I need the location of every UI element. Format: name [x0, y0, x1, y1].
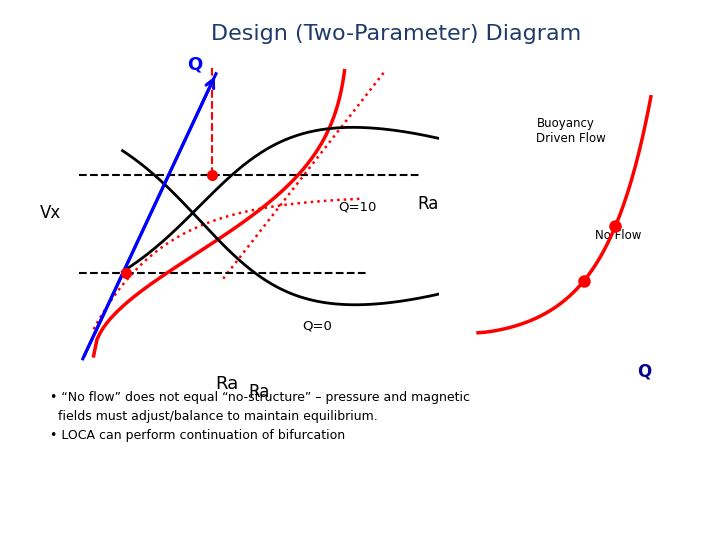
Text: No Flow: No Flow: [595, 230, 641, 242]
Text: • “No flow” does not equal “no-structure” – pressure and magnetic: • “No flow” does not equal “no-structure…: [50, 392, 470, 404]
Text: Q: Q: [186, 56, 202, 74]
Text: Vx: Vx: [40, 204, 61, 222]
Text: Design (Two-Parameter) Diagram: Design (Two-Parameter) Diagram: [211, 24, 581, 44]
Text: Ra: Ra: [215, 375, 238, 393]
Text: fields must adjust/balance to maintain equilibrium.: fields must adjust/balance to maintain e…: [50, 410, 378, 423]
Text: Ra: Ra: [418, 194, 439, 213]
Text: Buoyancy
Driven Flow: Buoyancy Driven Flow: [536, 117, 606, 145]
Text: Q=10: Q=10: [338, 201, 377, 214]
Text: Q=0: Q=0: [302, 320, 332, 333]
Text: Ra: Ra: [248, 382, 270, 401]
Text: • LOCA can perform continuation of bifurcation: • LOCA can perform continuation of bifur…: [50, 429, 346, 442]
Text: Q: Q: [637, 362, 652, 381]
